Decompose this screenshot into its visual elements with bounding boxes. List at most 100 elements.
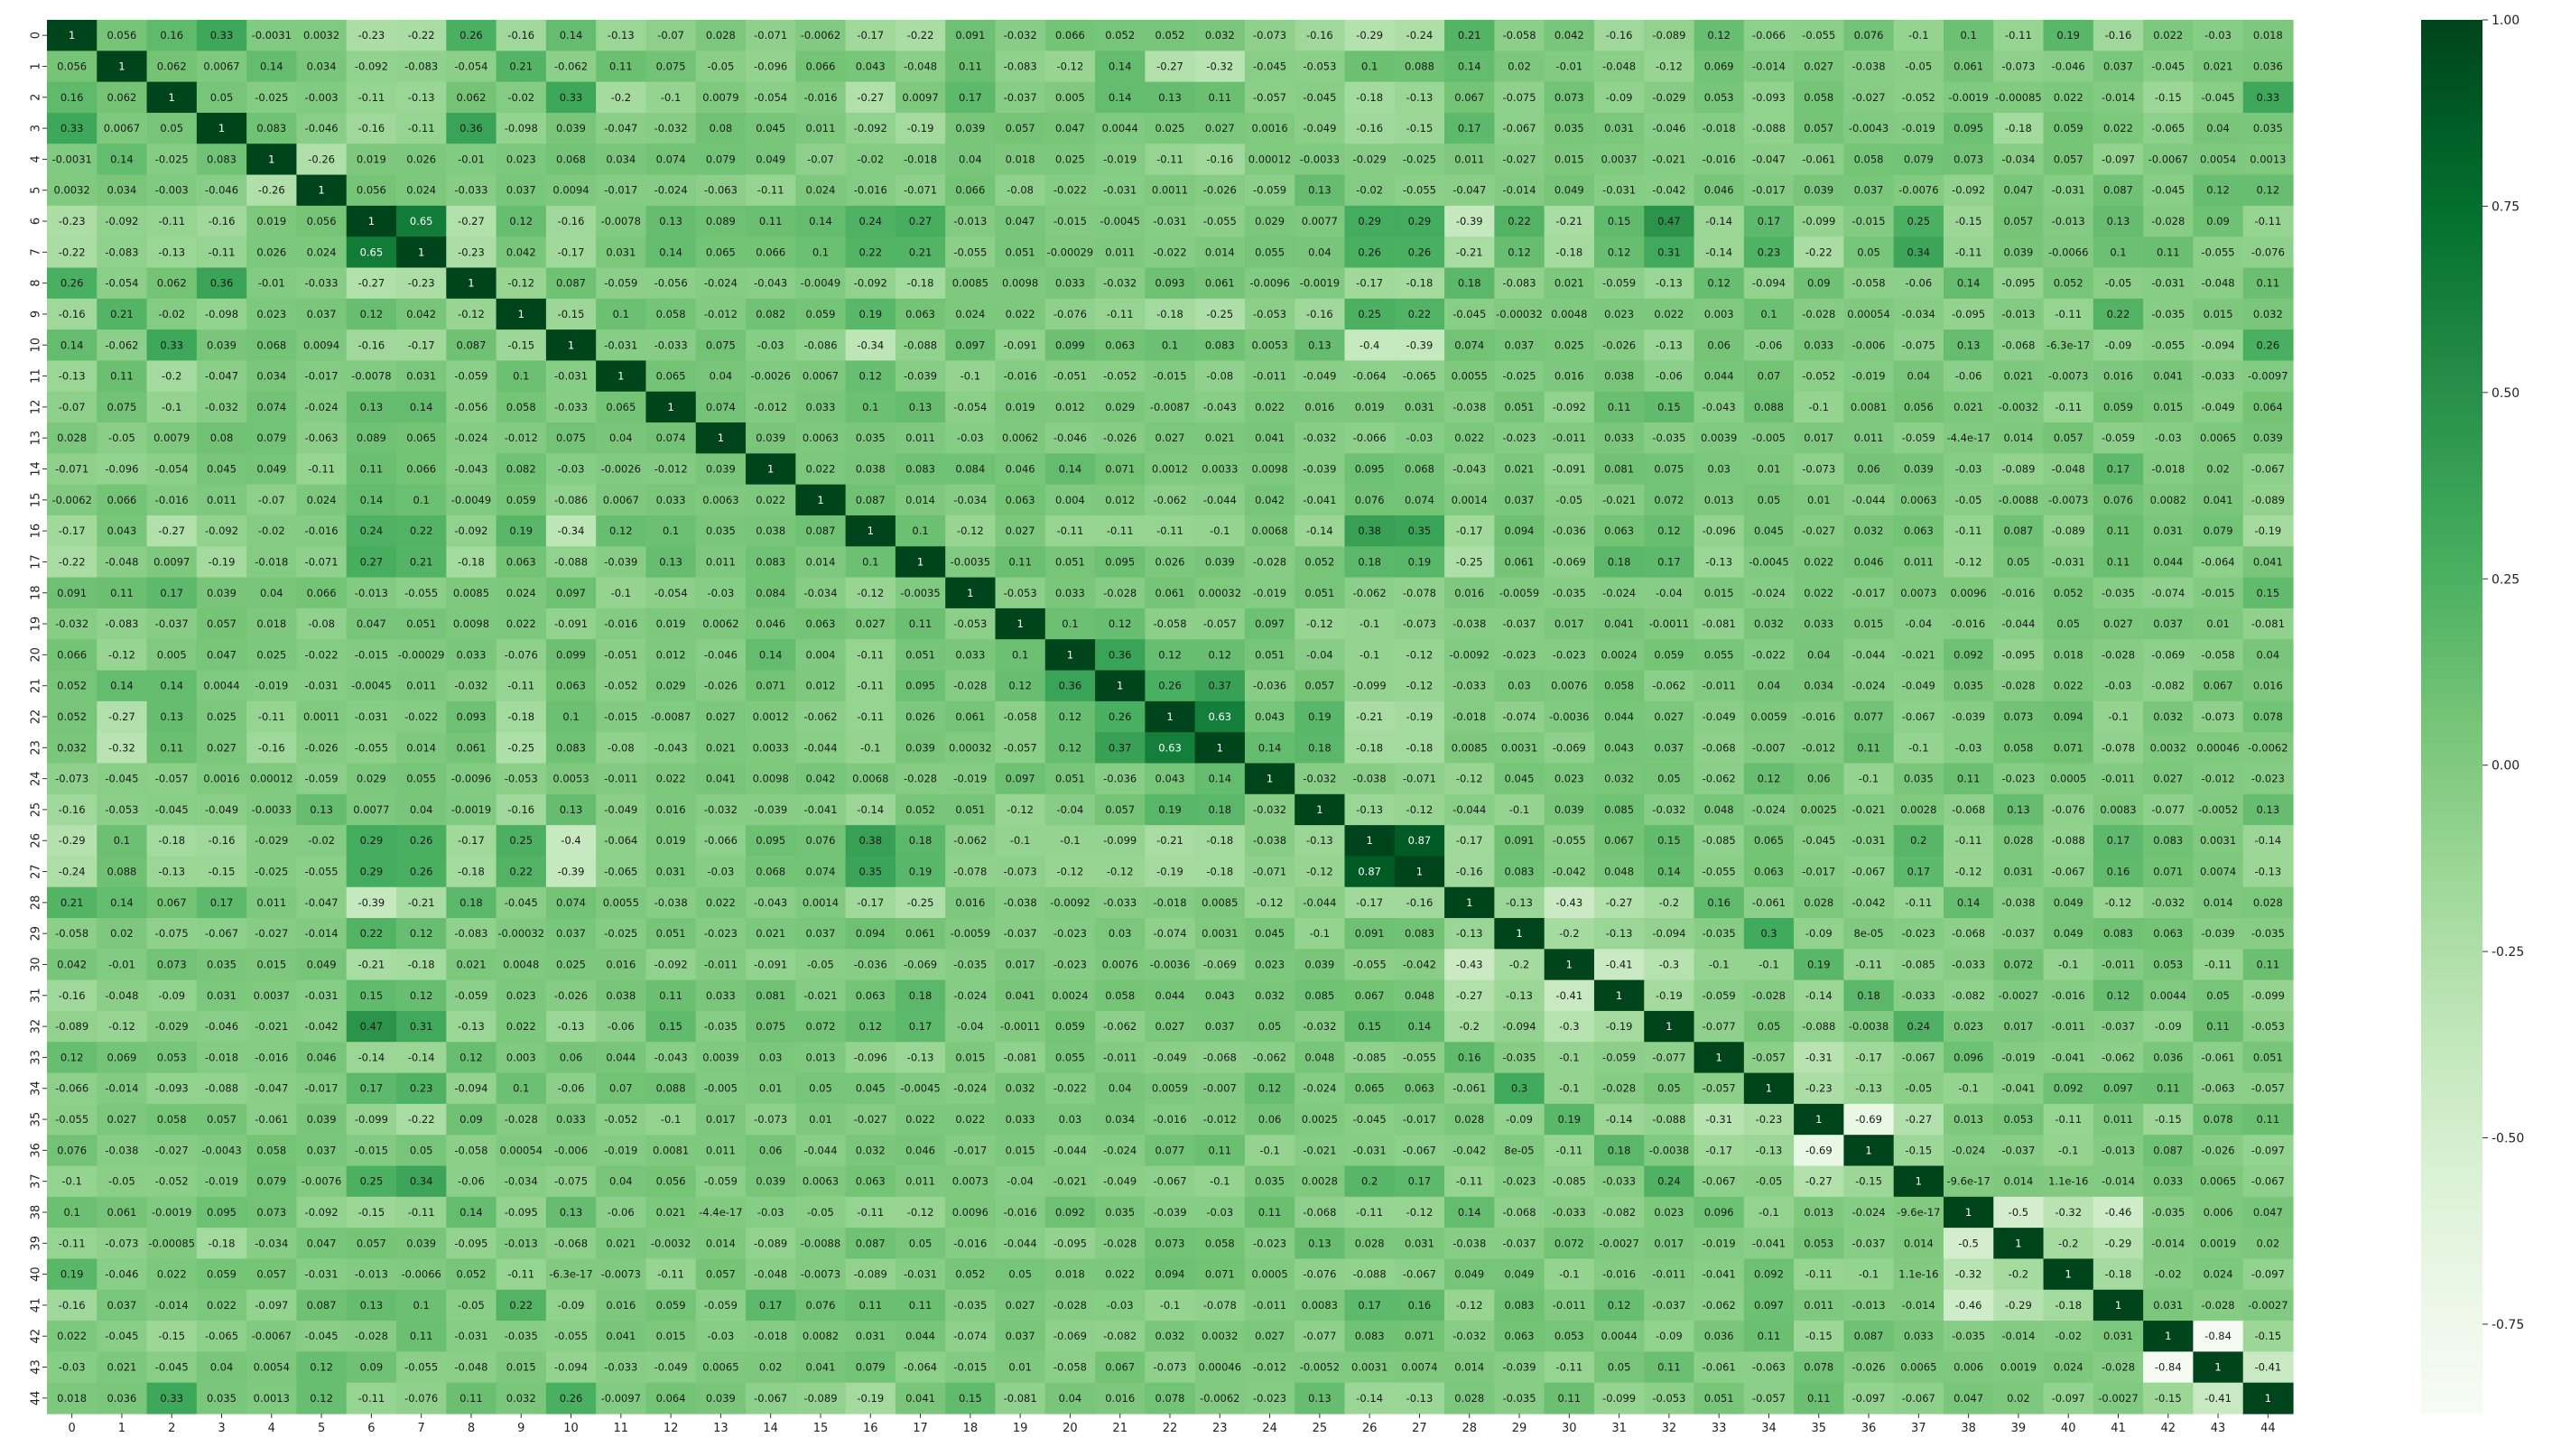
cell-annotation-13-14: 0.039 [756, 431, 785, 444]
heatmap-cell-12-7 [396, 391, 447, 423]
cell-annotation-20-29: -0.023 [1502, 648, 1536, 661]
heatmap-cell-16-13 [695, 515, 747, 547]
cell-annotation-40-40: 1 [2065, 1268, 2072, 1281]
cell-annotation-4-2: -0.025 [155, 153, 189, 165]
cell-annotation-30-21: 0.0076 [1102, 958, 1138, 970]
cell-annotation-1-4: 0.14 [260, 60, 283, 72]
cell-annotation-40-4: 0.057 [256, 1268, 286, 1281]
cell-annotation-17-3: -0.19 [209, 555, 236, 568]
cell-annotation-37-43: 0.0065 [2200, 1175, 2236, 1188]
cell-annotation-44-11: -0.0097 [601, 1392, 641, 1405]
heatmap-cell-0-26 [1344, 20, 1396, 51]
cell-annotation-11-28: 0.0055 [1452, 370, 1488, 383]
heatmap-cell-7-9 [496, 236, 547, 269]
cell-annotation-41-7: 0.1 [413, 1299, 430, 1312]
cell-annotation-27-30: -0.042 [1553, 866, 1586, 878]
cell-annotation-30-7: -0.18 [408, 958, 435, 970]
cell-annotation-10-8: 0.087 [456, 338, 486, 351]
x-tick-label-29: 29 [1512, 1422, 1527, 1435]
cell-annotation-18-15: -0.034 [803, 587, 837, 599]
heatmap-cell-11-22 [1145, 360, 1196, 393]
cell-annotation-0-2: 0.16 [160, 29, 183, 42]
cell-annotation-29-29: 1 [1516, 927, 1522, 940]
cell-annotation-28-40: 0.049 [2054, 896, 2083, 909]
heatmap-cell-15-24 [1244, 484, 1295, 516]
cell-annotation-3-0: 0.33 [60, 122, 84, 134]
cell-annotation-28-28: 1 [1466, 896, 1472, 909]
heatmap-cell-4-26 [1344, 144, 1396, 176]
cell-annotation-10-5: 0.0094 [303, 338, 339, 351]
cell-annotation-31-43: 0.05 [2206, 989, 2230, 1002]
heatmap-cell-4-36 [1843, 144, 1895, 176]
cell-annotation-20-12: 0.012 [656, 648, 686, 661]
cell-annotation-11-17: -0.039 [904, 370, 937, 383]
cell-annotation-4-43: 0.0054 [2200, 153, 2236, 165]
heatmap-cell-15-8 [446, 484, 497, 516]
cell-annotation-18-11: -0.1 [611, 587, 631, 599]
x-tick-label-39: 39 [2011, 1422, 2027, 1435]
cell-annotation-9-21: -0.11 [1107, 308, 1134, 320]
cell-annotation-20-35: 0.04 [1807, 648, 1831, 661]
heatmap-cell-2-7 [396, 81, 447, 114]
cell-annotation-26-16: 0.38 [858, 834, 882, 847]
cell-annotation-6-3: -0.16 [209, 215, 236, 227]
cell-annotation-44-42: -0.15 [2155, 1392, 2182, 1405]
cell-annotation-38-6: -0.15 [357, 1206, 385, 1219]
cell-annotation-5-15: 0.024 [806, 184, 836, 197]
cell-annotation-23-42: 0.0032 [2150, 741, 2186, 754]
cell-annotation-13-17: 0.011 [905, 431, 935, 444]
cell-annotation-18-23: 0.00032 [1199, 587, 1242, 599]
cell-annotation-4-19: 0.018 [1006, 153, 1035, 165]
cell-annotation-9-2: -0.02 [158, 308, 185, 320]
cell-annotation-33-32: -0.077 [1652, 1051, 1685, 1063]
cell-annotation-38-41: -0.46 [2105, 1206, 2132, 1219]
heatmap-cell-4-30 [1544, 144, 1595, 176]
cell-annotation-30-25: 0.039 [1304, 958, 1334, 970]
cell-annotation-12-5: -0.024 [305, 401, 339, 413]
cell-annotation-29-36: 8e-05 [1853, 927, 1883, 940]
cell-annotation-16-32: 0.12 [1657, 524, 1681, 537]
cell-annotation-35-23: -0.012 [1203, 1113, 1237, 1126]
cell-annotation-5-30: 0.049 [1554, 184, 1584, 197]
cell-annotation-5-28: -0.047 [1452, 184, 1486, 197]
cell-annotation-13-36: 0.011 [1854, 431, 1884, 444]
cell-annotation-6-29: 0.22 [1508, 215, 1531, 227]
cell-annotation-13-44: 0.039 [2253, 431, 2283, 444]
cell-annotation-37-20: -0.021 [1053, 1175, 1087, 1188]
cell-annotation-6-12: 0.13 [659, 215, 682, 227]
heatmap-cell-11-3 [196, 360, 247, 393]
y-tick-label-9: 9 [30, 311, 43, 318]
heatmap-cell-0-35 [1794, 20, 1844, 51]
cell-annotation-12-40: -0.11 [2055, 401, 2082, 413]
cell-annotation-6-0: -0.23 [59, 215, 86, 227]
cell-annotation-15-25: -0.041 [1303, 494, 1336, 506]
cell-annotation-19-19: 1 [1016, 617, 1023, 630]
cell-annotation-37-3: -0.019 [205, 1175, 238, 1188]
heatmap-cell-4-31 [1593, 144, 1645, 176]
cell-annotation-10-21: 0.063 [1105, 338, 1135, 351]
heatmap-cell-9-2 [146, 298, 198, 330]
cell-annotation-42-11: 0.041 [606, 1330, 636, 1342]
cell-annotation-2-22: 0.13 [1158, 91, 1182, 104]
cell-annotation-39-32: 0.017 [1654, 1237, 1684, 1249]
cell-annotation-28-42: -0.032 [2151, 896, 2185, 909]
cell-annotation-36-23: 0.11 [1208, 1144, 1231, 1156]
heatmap-cell-12-18 [945, 391, 997, 423]
x-tick-label-37: 37 [1911, 1422, 1926, 1435]
heatmap-cell-7-13 [695, 236, 747, 269]
cell-annotation-34-34: 1 [1766, 1082, 1772, 1095]
cell-annotation-6-17: 0.27 [909, 215, 933, 227]
cell-annotation-4-4: 1 [268, 153, 274, 165]
cell-annotation-13-29: -0.023 [1502, 431, 1536, 444]
cell-annotation-3-9: -0.098 [505, 122, 538, 134]
cell-annotation-35-25: 0.0025 [1302, 1113, 1338, 1126]
cell-annotation-21-23: 0.37 [1208, 680, 1231, 692]
cell-annotation-43-22: -0.073 [1153, 1361, 1186, 1374]
heatmap-cell-11-5 [296, 360, 348, 393]
cell-annotation-14-3: 0.045 [207, 463, 237, 476]
heatmap-cell-7-44 [2242, 236, 2294, 269]
y-tick-label-37: 37 [30, 1173, 43, 1189]
cell-annotation-27-33: -0.055 [1703, 866, 1736, 878]
cell-annotation-35-18: 0.022 [955, 1113, 985, 1126]
cell-annotation-11-32: -0.06 [1656, 370, 1683, 383]
